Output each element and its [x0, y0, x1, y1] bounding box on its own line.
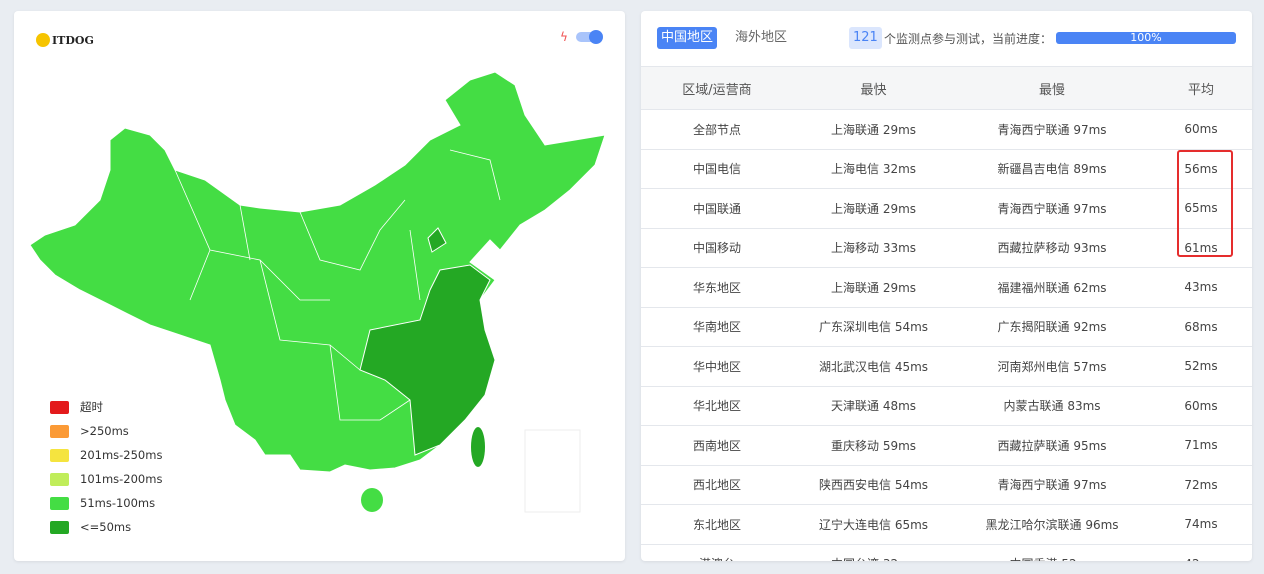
progress-bar: 100%	[1056, 32, 1236, 44]
fastest-cell: 上海联通 29ms	[793, 188, 955, 229]
map-legend: 超时 >250ms 201ms-250ms 101ms-200ms 51ms-1…	[50, 395, 162, 539]
average-cell: 61ms	[1150, 228, 1252, 268]
col-average: 平均	[1150, 67, 1252, 110]
slowest-cell: 青海西宁联通 97ms	[954, 188, 1150, 229]
slowest-cell: 西藏拉萨联通 95ms	[954, 425, 1150, 466]
table-row: 西南地区 重庆移动 59ms 西藏拉萨联通 95ms 71ms	[641, 425, 1252, 466]
lightning-icon: ϟ	[560, 30, 568, 44]
legend-item: 51ms-100ms	[50, 491, 162, 515]
average-cell: 65ms	[1150, 188, 1252, 229]
table-row: 华东地区 上海联通 29ms 福建福州联通 62ms 43ms	[641, 267, 1252, 308]
fastest-cell: 重庆移动 59ms	[793, 425, 955, 466]
map-toggle[interactable]	[576, 30, 603, 44]
region-cell: 西南地区	[641, 425, 793, 466]
col-fastest: 最快	[793, 67, 955, 110]
table-row: 华北地区 天津联通 48ms 内蒙古联通 83ms 60ms	[641, 386, 1252, 426]
slowest-cell: 河南郑州电信 57ms	[954, 346, 1150, 387]
region-cell: 华南地区	[641, 307, 793, 347]
slowest-cell: 内蒙古联通 83ms	[954, 386, 1150, 426]
legend-item: 超时	[50, 395, 162, 419]
slowest-cell: 新疆昌吉电信 89ms	[954, 149, 1150, 189]
average-cell: 43ms	[1150, 267, 1252, 308]
slowest-cell: 青海西宁联通 97ms	[954, 109, 1150, 150]
average-cell: 74ms	[1150, 504, 1252, 545]
col-slowest: 最慢	[954, 67, 1150, 110]
table-row: 中国联通 上海联通 29ms 青海西宁联通 97ms 65ms	[641, 188, 1252, 229]
region-cell: 华北地区	[641, 386, 793, 426]
table-row: 华中地区 湖北武汉电信 45ms 河南郑州电信 57ms 52ms	[641, 346, 1252, 387]
table-row: 全部节点 上海联通 29ms 青海西宁联通 97ms 60ms	[641, 109, 1252, 150]
tab-overseas[interactable]: 海外地区	[735, 30, 788, 45]
fastest-cell: 陕西西安电信 54ms	[793, 465, 955, 505]
region-cell: 中国移动	[641, 228, 793, 268]
slowest-cell: 西藏拉萨移动 93ms	[954, 228, 1150, 268]
dog-icon	[36, 33, 50, 47]
table-row: 中国电信 上海电信 32ms 新疆昌吉电信 89ms 56ms	[641, 149, 1252, 189]
slowest-cell: 青海西宁联通 97ms	[954, 465, 1150, 505]
slowest-cell: 中国香港 52ms	[954, 544, 1150, 561]
region-cell: 全部节点	[641, 109, 793, 150]
region-cell: 中国联通	[641, 188, 793, 229]
node-count-badge: 121	[849, 27, 882, 49]
region-cell: 华东地区	[641, 267, 793, 308]
region-cell: 华中地区	[641, 346, 793, 387]
map-region-beijing[interactable]	[427, 227, 447, 253]
fastest-cell: 湖北武汉电信 45ms	[793, 346, 955, 387]
progress-label: 个监测点参与测试，当前进度：	[884, 32, 1053, 46]
results-card: 中国地区 海外地区 121 个监测点参与测试，当前进度： 100% 区域/运营商…	[641, 11, 1252, 561]
itdog-logo: ITDOG	[36, 33, 94, 47]
fastest-cell: 上海联通 29ms	[793, 109, 955, 150]
fastest-cell: 广东深圳电信 54ms	[793, 307, 955, 347]
results-table: 区域/运营商 最快 最慢 平均 全部节点 上海联通 29ms 青海西宁联通 97ms…	[641, 67, 1252, 561]
average-cell: 52ms	[1150, 346, 1252, 387]
average-cell: 60ms	[1150, 386, 1252, 426]
col-region: 区域/运营商	[641, 67, 793, 110]
average-cell: 72ms	[1150, 465, 1252, 505]
average-cell: 60ms	[1150, 109, 1252, 150]
region-cell: 港澳台	[641, 544, 793, 561]
region-cell: 东北地区	[641, 504, 793, 545]
legend-item: 201ms-250ms	[50, 443, 162, 467]
tab-china[interactable]: 中国地区	[657, 27, 718, 49]
slowest-cell: 黑龙江哈尔滨联通 96ms	[954, 504, 1150, 545]
fastest-cell: 天津联通 48ms	[793, 386, 955, 426]
average-cell: 56ms	[1150, 149, 1252, 189]
highlight-box	[1177, 150, 1233, 257]
map-region-east[interactable]	[359, 264, 496, 456]
fastest-cell: 中国台湾 32ms	[793, 544, 955, 561]
table-row: 东北地区 辽宁大连电信 65ms 黑龙江哈尔滨联通 96ms 74ms	[641, 504, 1252, 545]
fastest-cell: 上海联通 29ms	[793, 267, 955, 308]
legend-item: 101ms-200ms	[50, 467, 162, 491]
map-card: ITDOG ϟ 超时 >250ms 201ms-250ms 101ms-200m…	[14, 11, 625, 561]
fastest-cell: 上海移动 33ms	[793, 228, 955, 268]
china-map	[29, 71, 606, 513]
province-borders	[174, 149, 501, 421]
map-region-taiwan[interactable]	[471, 427, 485, 467]
average-cell: 71ms	[1150, 425, 1252, 466]
average-cell: 42ms	[1150, 544, 1252, 561]
region-cell: 中国电信	[641, 149, 793, 189]
region-cell: 西北地区	[641, 465, 793, 505]
slowest-cell: 福建福州联通 62ms	[954, 267, 1150, 308]
slowest-cell: 广东揭阳联通 92ms	[954, 307, 1150, 347]
table-row: 中国移动 上海移动 33ms 西藏拉萨移动 93ms 61ms	[641, 228, 1252, 268]
legend-item: <=50ms	[50, 515, 162, 539]
fastest-cell: 上海电信 32ms	[793, 149, 955, 189]
fastest-cell: 辽宁大连电信 65ms	[793, 504, 955, 545]
table-row: 西北地区 陕西西安电信 54ms 青海西宁联通 97ms 72ms	[641, 465, 1252, 505]
table-row: 港澳台中国台湾 32ms中国香港 52ms42ms	[641, 544, 1252, 561]
table-row: 华南地区 广东深圳电信 54ms 广东揭阳联通 92ms 68ms	[641, 307, 1252, 347]
south-sea-inset	[524, 429, 581, 513]
average-cell: 68ms	[1150, 307, 1252, 347]
map-region-hainan[interactable]	[361, 488, 383, 512]
legend-item: >250ms	[50, 419, 162, 443]
